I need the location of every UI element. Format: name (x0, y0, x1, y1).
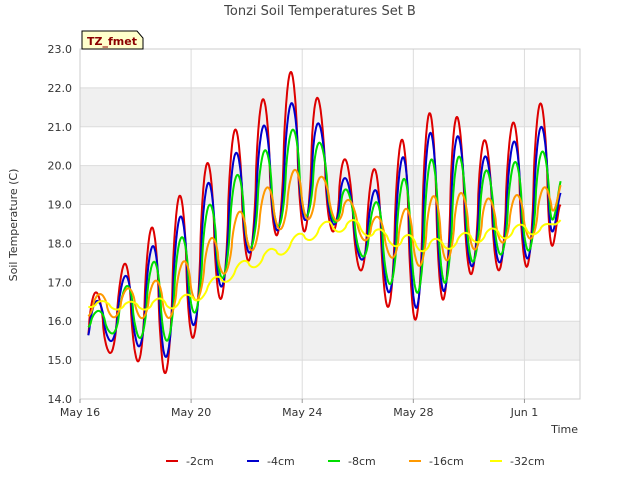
y-tick-label: 22.0 (48, 82, 73, 95)
y-tick-label: 21.0 (48, 121, 73, 134)
site-badge: TZ_fmet (81, 30, 144, 50)
plot-frame (79, 48, 581, 400)
series-layer (87, 71, 562, 375)
y-tick-labels: 14.0 15.0 16.0 17.0 18.0 19.0 20.0 21.0 22.0 23.0 (48, 43, 73, 406)
y-tick-label: 17.0 (48, 276, 73, 289)
y-tick-label: 23.0 (48, 43, 73, 56)
chart-title: Tonzi Soil Temperatures Set B (223, 4, 416, 19)
x-axis-label: Time (550, 423, 578, 436)
y-tick-label: 15.0 (48, 354, 73, 367)
axes (79, 48, 581, 400)
y-axis-label: Soil Temperature (C) (7, 169, 20, 282)
series-line-8cmcm (87, 128, 562, 342)
series-line-32cmcm (87, 219, 562, 311)
y-tick-label: 16.0 (48, 315, 73, 328)
x-tick-label: May 16 (60, 406, 100, 419)
legend: -2cm -4cm -8cm -16cm -32cm (166, 455, 545, 468)
legend-label: -16cm (429, 455, 464, 468)
y-tick-label: 18.0 (48, 237, 73, 250)
x-tick-label: May 24 (282, 406, 322, 419)
y-tick-label: 20.0 (48, 160, 73, 173)
legend-label: -8cm (348, 455, 376, 468)
series-line-16cmcm (87, 168, 562, 320)
y-tick-label: 19.0 (48, 199, 73, 212)
x-tick-label: May 20 (171, 406, 211, 419)
legend-label: -32cm (510, 455, 545, 468)
grid-band (80, 321, 580, 361)
x-tick-labels: May 16 May 20 May 24 May 28 Jun 1 (60, 399, 538, 419)
badge-label: TZ_fmet (87, 35, 137, 48)
x-tick-label: Jun 1 (510, 406, 539, 419)
legend-label: -4cm (267, 455, 295, 468)
grid-band (80, 87, 580, 127)
x-tick-label: May 28 (393, 406, 433, 419)
legend-label: -2cm (186, 455, 214, 468)
y-tick-label: 14.0 (48, 393, 73, 406)
badge-box (81, 30, 144, 50)
